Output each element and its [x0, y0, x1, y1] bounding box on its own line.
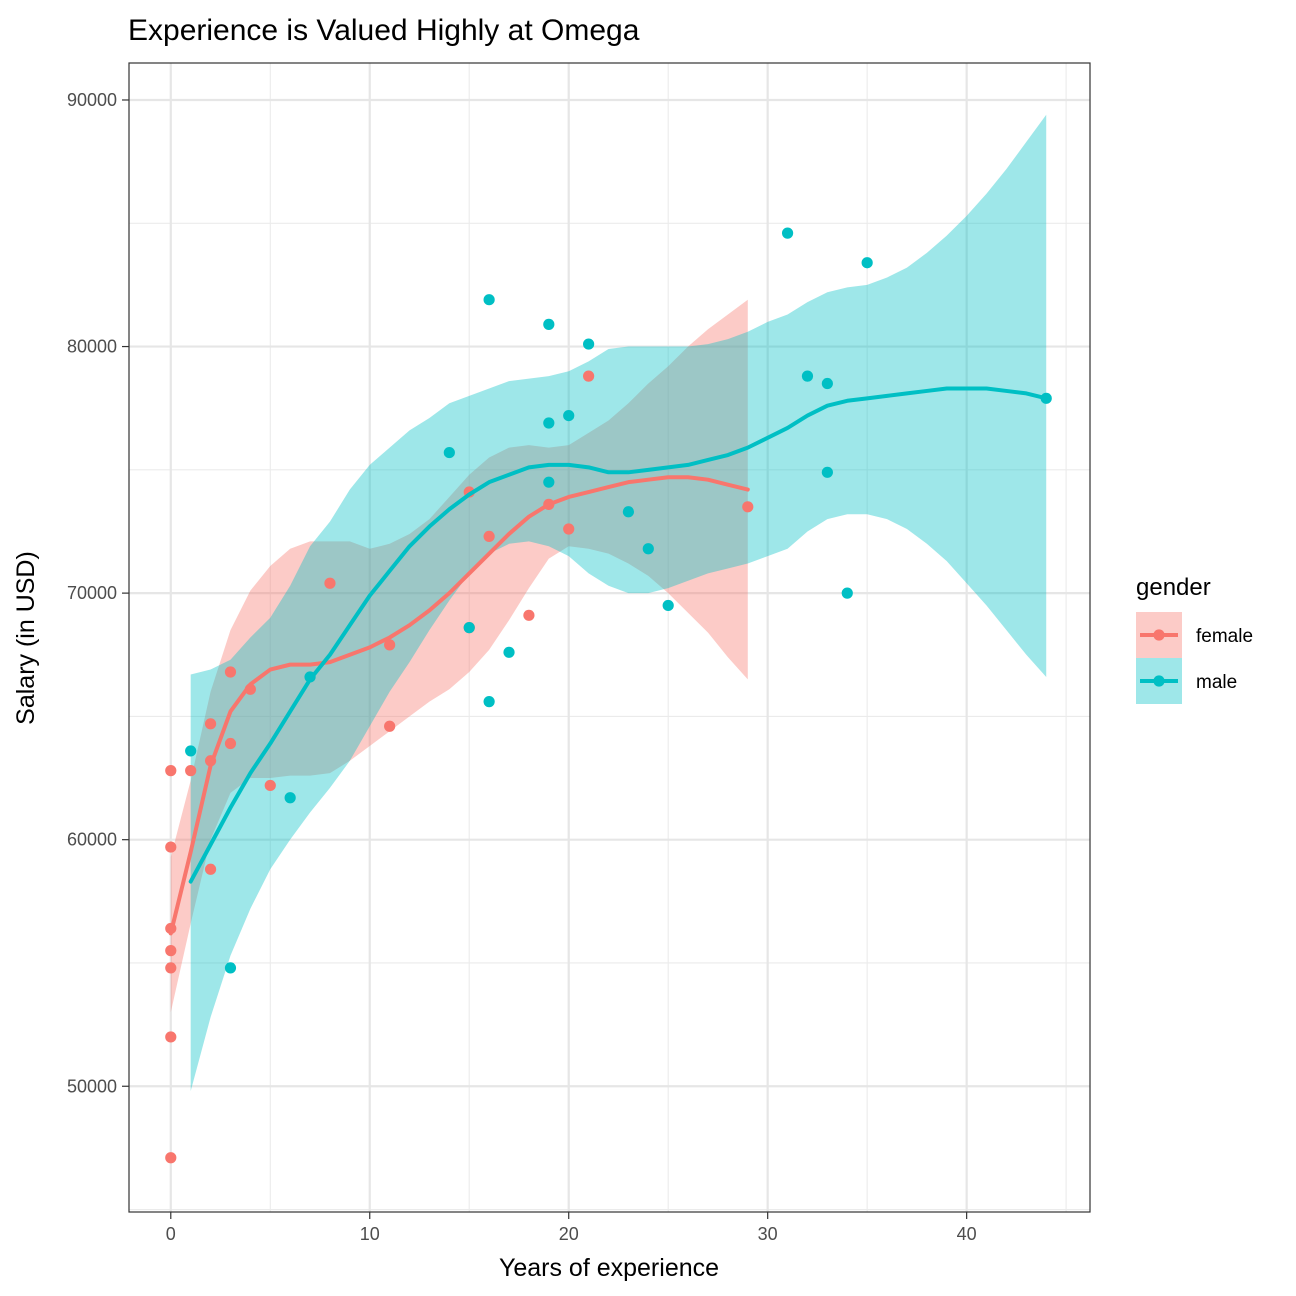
- male-point: [463, 622, 475, 634]
- male-point: [543, 318, 555, 330]
- female-point: [523, 609, 535, 621]
- confidence-bands: [170, 114, 1047, 1092]
- x-tick-label: 40: [957, 1224, 977, 1244]
- male-point: [483, 696, 495, 708]
- male-point: [185, 745, 197, 757]
- y-axis-title: Salary (in USD): [12, 551, 40, 725]
- male-point: [563, 409, 575, 422]
- x-axis-title: Years of experience: [499, 1254, 719, 1282]
- y-tick-label: 80000: [67, 337, 117, 357]
- female-smooth-line: [168, 475, 750, 936]
- male-point: [543, 417, 555, 429]
- data-points: [165, 227, 1052, 1164]
- male-point: [662, 599, 674, 612]
- male-point: [642, 543, 654, 555]
- female-point: [204, 863, 217, 875]
- y-axis-ticks: 50000 60000 70000 80000 90000: [67, 90, 129, 1096]
- male-point: [821, 377, 833, 390]
- y-tick-label: 70000: [67, 583, 117, 603]
- female-point: [165, 841, 177, 853]
- y-tick-label: 60000: [67, 830, 117, 850]
- male-point: [503, 646, 515, 658]
- female-point: [583, 370, 595, 382]
- female-point: [165, 962, 177, 974]
- legend: gender female male: [1136, 574, 1253, 704]
- legend-key-male: male: [1136, 658, 1237, 704]
- female-point: [165, 1031, 177, 1043]
- legend-label: female: [1196, 626, 1253, 647]
- male-point: [583, 338, 595, 350]
- male-point: [861, 257, 873, 269]
- male-point: [284, 792, 296, 804]
- female-point: [384, 639, 396, 651]
- female-point: [384, 720, 396, 732]
- male-point: [224, 962, 237, 974]
- major-gridlines: [129, 63, 1090, 1212]
- female-point: [324, 577, 336, 589]
- female-point: [224, 666, 237, 678]
- male-confidence-band: [190, 114, 1047, 1092]
- y-tick-label: 50000: [67, 1076, 117, 1096]
- x-tick-label: 0: [166, 1224, 176, 1244]
- smooth-lines: [168, 386, 1049, 936]
- plot-background: [129, 63, 1090, 1212]
- male-point: [483, 294, 495, 306]
- female-point: [563, 523, 575, 535]
- male-point: [781, 227, 794, 239]
- legend-title: gender: [1136, 574, 1211, 601]
- female-point: [185, 765, 197, 777]
- female-point: [742, 501, 754, 513]
- legend-key-female: female: [1136, 612, 1253, 658]
- male-point: [443, 446, 455, 459]
- legend-point: [1153, 629, 1165, 641]
- female-point: [483, 530, 495, 543]
- female-point: [165, 1152, 177, 1164]
- female-point: [165, 945, 177, 957]
- female-point: [264, 779, 276, 792]
- x-tick-label: 30: [758, 1224, 778, 1244]
- female-point: [204, 718, 217, 730]
- x-axis-ticks: 0 10 20 30 40: [166, 1212, 977, 1244]
- male-point: [543, 476, 555, 488]
- male-smooth-line: [188, 386, 1049, 884]
- legend-label: male: [1196, 672, 1237, 693]
- x-tick-label: 10: [360, 1224, 380, 1244]
- y-tick-label: 90000: [67, 90, 117, 110]
- male-point: [801, 370, 814, 382]
- x-tick-label: 20: [559, 1224, 579, 1244]
- female-point: [165, 765, 177, 777]
- male-point: [841, 587, 853, 599]
- female-confidence-band: [170, 299, 748, 1013]
- male-point: [622, 506, 635, 518]
- plot-border: [128, 62, 1091, 1213]
- male-point: [821, 466, 833, 478]
- chart-title: Experience is Valued Highly at Omega: [128, 14, 640, 47]
- legend-point: [1153, 675, 1165, 687]
- female-point: [224, 737, 237, 750]
